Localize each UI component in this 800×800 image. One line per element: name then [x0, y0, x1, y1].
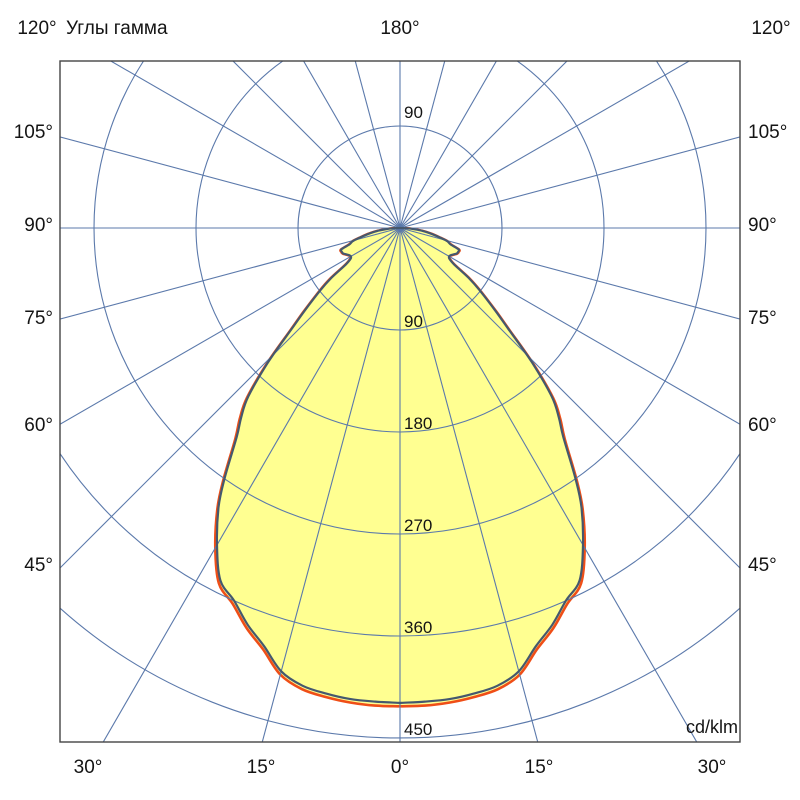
angle-label-left-60: 60°	[24, 415, 53, 436]
grid-ray	[60, 227, 401, 425]
grid-ray	[399, 227, 740, 425]
angle-label-top-center: 180°	[380, 18, 420, 39]
grid-ray	[399, 61, 446, 229]
units-label: cd/klm	[685, 717, 738, 737]
angle-label-top-left: 120°	[17, 18, 57, 39]
angle-label-left-75: 75°	[24, 308, 53, 329]
angle-label-left-45: 45°	[24, 555, 53, 576]
grid-ray	[109, 61, 401, 229]
grid-ray	[399, 227, 698, 742]
angle-label-bottom-30l: 30°	[73, 757, 103, 778]
angle-label-bottom-15l: 15°	[246, 757, 276, 778]
angle-label-bottom-15r: 15°	[524, 757, 554, 778]
angle-label-right-60: 60°	[748, 415, 777, 436]
chart-title: Углы гамма	[66, 18, 168, 39]
radial-label-180: 180	[404, 414, 433, 433]
grid-ray	[399, 227, 740, 569]
grid-ray	[399, 61, 568, 229]
angle-label-right-90: 90°	[748, 215, 777, 236]
grid-ray	[60, 136, 401, 229]
grid-ray	[302, 61, 401, 229]
plot-border	[59, 60, 741, 743]
angle-label-left-90: 90°	[24, 215, 53, 236]
angle-label-bottom-30r: 30°	[697, 757, 727, 778]
grid-ray	[102, 227, 401, 742]
grid-ray	[399, 136, 740, 229]
radial-label-450: 450	[404, 720, 433, 739]
angle-label-left-105: 105°	[13, 122, 53, 143]
grid-ray	[60, 227, 401, 569]
grid-ray	[232, 61, 401, 229]
radial-label-90-top: 90	[404, 103, 423, 122]
angle-label-right-105: 105°	[748, 122, 788, 143]
angle-label-bottom-0: 0°	[390, 757, 410, 778]
grid-ray	[261, 227, 401, 742]
angle-label-top-right: 120°	[751, 18, 791, 39]
angle-label-right-45: 45°	[748, 555, 777, 576]
intensity-curve-c90-270	[215, 226, 585, 705]
grid-ray	[399, 227, 740, 320]
radial-label-270: 270	[404, 516, 433, 535]
grid-ray	[399, 61, 691, 229]
grid-ray	[354, 61, 401, 229]
grid-ray	[399, 227, 539, 742]
radial-label-360: 360	[404, 618, 433, 637]
grid-ray	[60, 227, 401, 320]
angle-label-right-75: 75°	[748, 308, 777, 329]
radial-label-90: 90	[404, 312, 423, 331]
grid-ray	[399, 61, 498, 229]
